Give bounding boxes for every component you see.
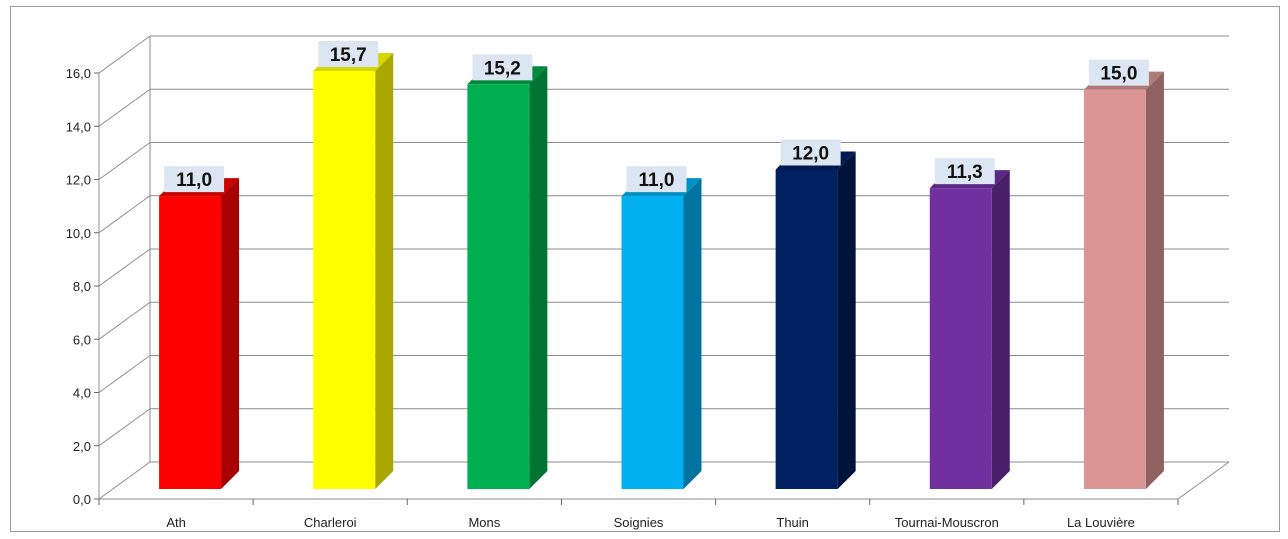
bar-side xyxy=(221,178,240,489)
bar-layer xyxy=(159,52,1164,490)
y-tick-label: 14,0 xyxy=(66,119,91,134)
grid-diagonal xyxy=(98,408,151,447)
data-label: 15,2 xyxy=(484,58,521,79)
grid-diagonal xyxy=(98,142,151,180)
y-tick-label: 8,0 xyxy=(73,279,91,294)
label-layer: 11,0 15,7 15,2 11,0 12,0 11,3 15,0 xyxy=(164,40,1149,193)
y-tick-label: 4,0 xyxy=(73,386,91,401)
bar-side xyxy=(837,151,856,489)
floor-right-edge xyxy=(1177,461,1230,500)
data-label: 12,0 xyxy=(792,144,829,165)
data-label-bg xyxy=(164,166,225,193)
bar-side xyxy=(683,178,702,489)
bar xyxy=(159,196,222,489)
grid-diagonal xyxy=(98,195,151,234)
y-tick-label: 0,0 xyxy=(73,492,91,507)
data-label: 11,3 xyxy=(947,162,983,183)
grid-diagonal xyxy=(98,35,151,74)
x-tick-label: Ath xyxy=(166,515,186,530)
bar xyxy=(1083,89,1146,489)
bar xyxy=(929,188,992,489)
y-tick-label: 10,0 xyxy=(66,226,91,241)
y-tick-label: 12,0 xyxy=(66,173,91,188)
data-label-bg xyxy=(1088,59,1149,86)
bar-side xyxy=(375,52,394,490)
data-label: 15,0 xyxy=(1100,64,1137,85)
data-label-bg xyxy=(934,158,995,185)
bar xyxy=(775,169,838,489)
data-label: 15,7 xyxy=(330,45,367,66)
x-tick-label: Soignies xyxy=(614,515,664,530)
y-tick-label: 2,0 xyxy=(73,439,91,454)
grid-diagonal xyxy=(98,248,151,287)
x-tick-label: Charleroi xyxy=(304,515,357,530)
x-tick-label: Tournai-Mouscron xyxy=(895,515,999,530)
grid-diagonal xyxy=(98,88,151,127)
bar-side xyxy=(991,170,1010,489)
grid-diagonal xyxy=(98,355,151,393)
data-label-bg xyxy=(626,166,687,193)
y-tick-label: 16,0 xyxy=(66,66,91,81)
x-tick-label: Mons xyxy=(468,515,500,530)
grid-diagonal xyxy=(98,461,151,500)
bar xyxy=(621,196,684,489)
y-tick-label: 6,0 xyxy=(73,332,91,347)
axis-layer: 0,0 2,0 4,0 6,0 8,0 10,0 12,0 14,0 16,0 Ath Charle… xyxy=(66,66,1179,530)
bar-side xyxy=(529,66,548,490)
bar xyxy=(313,70,376,490)
data-label: 11,0 xyxy=(639,170,675,191)
chart-frame: 0,0 2,0 4,0 6,0 8,0 10,0 12,0 14,0 16,0 Ath Charle… xyxy=(10,6,1280,532)
bar-side xyxy=(1145,71,1164,489)
data-label: 11,0 xyxy=(176,170,212,191)
x-tick-label: Thuin xyxy=(776,515,809,530)
bar xyxy=(467,84,530,490)
data-label-bg xyxy=(472,54,533,81)
bar-chart: 0,0 2,0 4,0 6,0 8,0 10,0 12,0 14,0 16,0 Ath Charle… xyxy=(66,35,1230,530)
x-tick-label: La Louvière xyxy=(1067,515,1135,530)
data-label-bg xyxy=(318,40,379,67)
grid-diagonal xyxy=(98,301,151,340)
data-label-bg xyxy=(780,139,841,166)
